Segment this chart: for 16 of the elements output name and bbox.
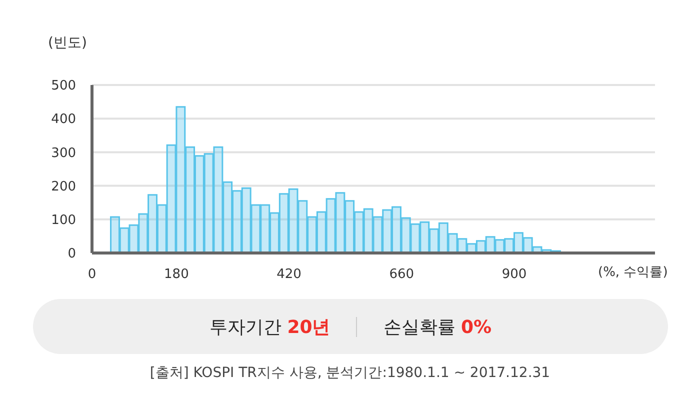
y-tick-label: 500 — [51, 78, 76, 94]
text: 손실확률 0% — [383, 316, 492, 338]
y-tick-label: 0 — [68, 246, 76, 262]
x-tick-label: 180 — [164, 267, 189, 282]
x-tick-label: 420 — [276, 267, 302, 282]
text: [출처] KOSPI TR지수 사용, 분석기간:1980.1.1 ~ 2017.12.31 — [148, 364, 552, 382]
x-tick-label: 900 — [502, 267, 527, 282]
y-tick-label: 100 — [51, 213, 76, 228]
x-axis-title: (%, 수익률) — [598, 264, 668, 281]
y-axis-title: (빈도) — [48, 34, 87, 52]
y-tick-label: 200 — [51, 179, 76, 194]
text: 투자기간 20년 — [209, 316, 330, 338]
x-tick-label: 660 — [389, 267, 414, 282]
y-tick-label: 300 — [51, 146, 76, 161]
y-tick-label: 400 — [51, 112, 76, 128]
x-tick-label: 0 — [88, 267, 96, 282]
